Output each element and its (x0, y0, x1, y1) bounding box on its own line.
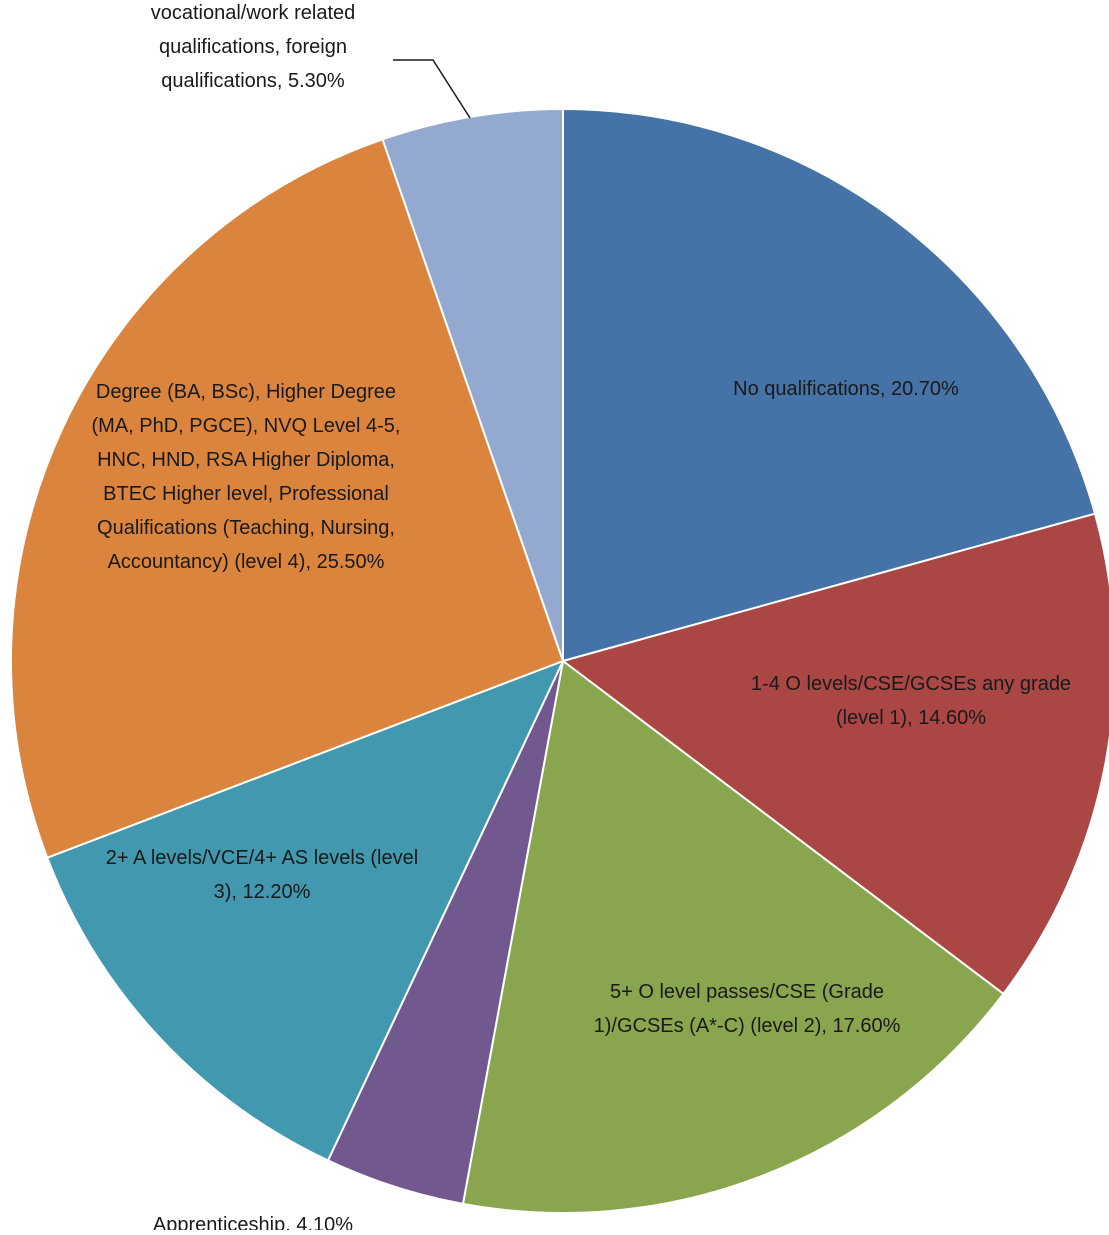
data-label-1-line-1: No qualifications, 20.70% (733, 378, 959, 400)
data-label-2: 1-4 O levels/CSE/GCSEs any grade (level 1… (751, 673, 1071, 729)
slices-layer (10, 107, 1109, 1214)
data-label-7: Other qualifications -vocational/work re… (151, 0, 356, 92)
pie-slice-3 (461, 659, 1005, 1214)
data-label-5: 2+ A levels/VCE/4+ AS levels (level 3), 1… (106, 847, 418, 903)
data-label-3-line-1: 5+ O level passes/CSE (Grade (610, 981, 884, 1003)
leader-layer (393, 59, 471, 119)
data-label-1: No qualifications, 20.70% (733, 378, 959, 400)
pie-slice-5 (45, 659, 565, 1162)
data-label-7-line-4: qualifications, 5.30% (161, 70, 345, 92)
data-label-6-line-4: BTEC Higher level, Professional (103, 483, 389, 505)
data-label-7-line-3: qualifications, foreign (159, 36, 347, 58)
data-label-6: Degree (BA, BSc), Higher Degree (MA, PhD,… (92, 381, 401, 573)
data-label-4-line-1: Apprenticeship, 4.10% (153, 1214, 353, 1230)
data-label-6-line-6: Accountancy) (level 4), 25.50% (108, 551, 385, 573)
data-label-7-line-2: vocational/work related (151, 2, 356, 24)
data-label-3-line-2: 1)/GCSEs (A*-C) (level 2), 17.60% (594, 1015, 901, 1037)
pie-slice-6 (10, 138, 565, 860)
data-label-6-line-5: Qualifications (Teaching, Nursing, (97, 517, 395, 539)
data-label-6-line-3: HNC, HND, RSA Higher Diploma, (97, 449, 395, 471)
data-label-2-line-2: (level 1), 14.60% (836, 707, 986, 729)
data-label-3: 5+ O level passes/CSE (Grade 1)/GCSEs (A*… (594, 981, 901, 1037)
data-label-6-line-1: Degree (BA, BSc), Higher Degree (96, 381, 396, 403)
data-label-5-line-2: 3), 12.20% (214, 881, 311, 903)
leader-line-other-qualifications (393, 59, 471, 119)
pie-slice-7 (381, 107, 564, 662)
pie-slice-1 (562, 107, 1097, 663)
data-label-5-line-1: 2+ A levels/VCE/4+ AS levels (level (106, 847, 418, 869)
data-label-2-line-1: 1-4 O levels/CSE/GCSEs any grade (751, 673, 1071, 695)
labels-layer: No qualifications, 20.70% 1-4 O levels/CS… (92, 0, 1072, 1235)
data-label-6-line-2: (MA, PhD, PGCE), NVQ Level 4-5, (92, 415, 401, 437)
pie-slice-2 (560, 512, 1109, 996)
data-label-4: Apprenticeship, 4.10% (153, 1214, 353, 1230)
